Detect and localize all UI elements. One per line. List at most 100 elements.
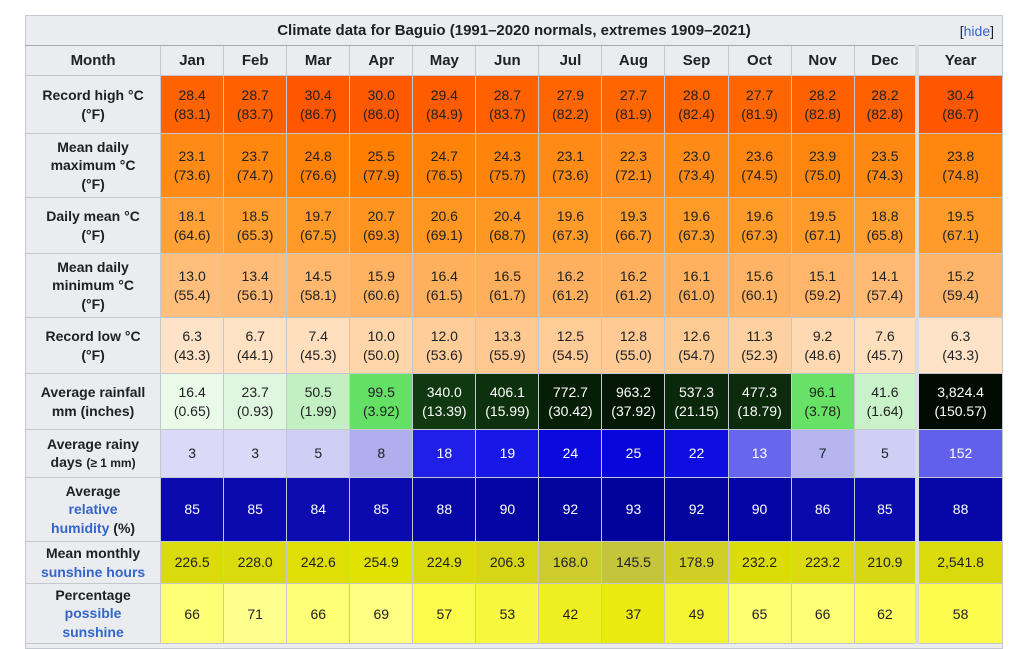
cell-value: 53 [499, 605, 516, 622]
row-label-average-relative-humidity: Average relative humidity (%) [24, 477, 162, 542]
data-cell-mean-daily-minimum-apr: 15.9 (60.6) [349, 253, 414, 318]
cell-value: 224.9 [426, 554, 462, 571]
cell-value: 6.3 [950, 328, 971, 345]
cell-subvalue: (69.3) [362, 226, 400, 243]
row-label-average-rainy-days: Average rainy days (≥ 1 mm) [24, 429, 162, 478]
cell-subvalue: (59.2) [804, 286, 841, 303]
cell-subvalue: (60.1) [741, 286, 778, 303]
table-row-mean-daily-maximum: Mean daily maximum °C (°F) 23.1 (73.6) 23.7 (7… [24, 133, 1004, 198]
row-label-text: mm (inches) [51, 402, 135, 419]
cell-value: 223.2 [805, 554, 841, 571]
cell-value: 30.0 [367, 87, 395, 104]
cell-value: 19.7 [304, 208, 332, 225]
cell-subvalue: (0.65) [173, 402, 211, 419]
cell-value: 19.6 [682, 208, 711, 225]
hide-link[interactable]: hide [963, 22, 991, 39]
cell-value: 13.3 [493, 328, 521, 345]
cell-value: 23.5 [871, 148, 899, 165]
cell-value: 16.1 [682, 268, 711, 285]
cell-value: 20.4 [493, 208, 521, 225]
data-cell-mean-daily-minimum-jan: 13.0 (55.4) [160, 253, 225, 318]
data-cell-percentage-possible-sunshine-nov: 66 [790, 582, 855, 645]
row-label-text: (°F) [81, 105, 105, 122]
cell-subvalue: (82.8) [866, 105, 904, 122]
data-cell-average-relative-humidity-year: 88 [915, 477, 1004, 542]
cell-value: 11.3 [746, 328, 773, 345]
cell-subvalue: (81.9) [615, 105, 652, 122]
data-cell-mean-daily-maximum-jun: 24.3 (75.7) [475, 133, 540, 198]
data-cell-average-relative-humidity-aug: 93 [601, 477, 666, 542]
table-row-average-relative-humidity: Average relative humidity (%) 85 85 84 85 88 90 9… [24, 477, 1004, 542]
cell-value: 7 [818, 445, 827, 462]
data-cell-daily-mean-jun: 20.4 (68.7) [475, 197, 540, 254]
cell-value: 57 [436, 605, 453, 622]
data-cell-average-rainfall-jun: 406.1 (15.99) [475, 373, 540, 430]
data-cell-record-high-jul: 27.9 (82.2) [538, 75, 603, 134]
row-label-text: Record low °C [45, 328, 141, 345]
cell-subvalue: (150.57) [934, 402, 987, 419]
table-row-average-rainfall: Average rainfall mm (inches) 16.4 (0.65) 23.… [24, 373, 1004, 430]
cell-value: 12.5 [556, 328, 585, 345]
data-cell-mean-daily-maximum-jan: 23.1 (73.6) [160, 133, 225, 198]
data-cell-mean-daily-maximum-dec: 23.5 (74.3) [853, 133, 918, 198]
data-cell-percentage-possible-sunshine-feb: 71 [223, 582, 288, 645]
cell-value: 29.4 [430, 87, 458, 104]
data-cell-record-low-aug: 12.8 (55.0) [601, 317, 666, 374]
row-label-text: Mean monthly [45, 545, 141, 562]
cell-value: 537.3 [678, 384, 715, 401]
cell-subvalue: (61.5) [426, 286, 463, 303]
table-row-average-rainy-days: Average rainy days (≥ 1 mm) 3 3 5 8 18 19 24 25 22… [24, 429, 1004, 478]
cell-value: 23.9 [808, 148, 837, 165]
row-label-link[interactable]: sunshine [62, 623, 124, 640]
data-cell-mean-daily-maximum-may: 24.7 (76.5) [412, 133, 477, 198]
cell-value: 10.0 [367, 328, 395, 345]
cell-subvalue: (56.1) [236, 286, 274, 303]
cell-value: 7.6 [875, 328, 895, 345]
cell-value: 23.7 [241, 148, 269, 165]
cell-value: 13 [751, 445, 768, 462]
cell-value: 85 [184, 501, 200, 518]
row-label-link[interactable]: possible [64, 605, 122, 622]
cell-value: 90 [751, 501, 768, 518]
row-label-text: Average rainfall [40, 384, 146, 401]
cell-subvalue: (55.0) [615, 346, 652, 363]
data-cell-percentage-possible-sunshine-jul: 42 [538, 582, 603, 645]
data-cell-daily-mean-mar: 19.7 (67.5) [286, 197, 351, 254]
cell-value: 42 [562, 605, 579, 622]
data-cell-record-high-apr: 30.0 (86.0) [349, 75, 414, 134]
cell-subvalue: (48.6) [804, 346, 841, 363]
data-cell-record-high-sep: 28.0 (82.4) [664, 75, 729, 134]
data-cell-mean-daily-maximum-oct: 23.6 (74.5) [727, 133, 792, 198]
hide-bracket-open: [ [959, 22, 964, 39]
cell-subvalue: (86.7) [942, 105, 979, 122]
cell-value: 24.7 [430, 148, 458, 165]
cell-value: 406.1 [489, 384, 525, 401]
table-row-mean-monthly-sunshine-hours: Mean monthly sunshine hours 226.5 228.0 242.… [24, 541, 1004, 584]
row-label-link[interactable]: sunshine hours [40, 563, 146, 580]
data-cell-mean-daily-maximum-sep: 23.0 (73.4) [664, 133, 729, 198]
cell-value: 340.0 [426, 384, 462, 401]
cell-subvalue: (1.64) [866, 402, 904, 419]
cell-value: 5 [881, 445, 889, 462]
cell-value: 23.1 [178, 148, 206, 165]
cell-subvalue: (65.3) [236, 226, 274, 243]
data-cell-average-rainy-days-feb: 3 [223, 429, 288, 478]
cell-subvalue: (61.2) [552, 286, 589, 303]
cell-value: 90 [499, 501, 516, 518]
data-cell-percentage-possible-sunshine-mar: 66 [286, 582, 351, 645]
cell-value: 15.6 [745, 268, 774, 285]
row-label-text: Mean daily [57, 258, 129, 275]
data-cell-average-rainfall-apr: 99.5 (3.92) [349, 373, 414, 430]
row-label-link[interactable]: humidity [51, 519, 110, 536]
column-header-month: Month [24, 45, 162, 76]
data-cell-mean-daily-minimum-nov: 15.1 (59.2) [790, 253, 855, 318]
data-cell-mean-daily-minimum-mar: 14.5 (58.1) [286, 253, 351, 318]
data-cell-record-low-year: 6.3 (43.3) [915, 317, 1004, 374]
cell-value: 13.0 [178, 268, 206, 285]
data-cell-average-relative-humidity-apr: 85 [349, 477, 414, 542]
row-label-link[interactable]: relative [68, 501, 118, 518]
cell-value: 93 [625, 501, 642, 518]
row-label-text: (°F) [81, 295, 105, 312]
data-cell-percentage-possible-sunshine-apr: 69 [349, 582, 414, 645]
cell-subvalue: (77.9) [362, 166, 400, 183]
